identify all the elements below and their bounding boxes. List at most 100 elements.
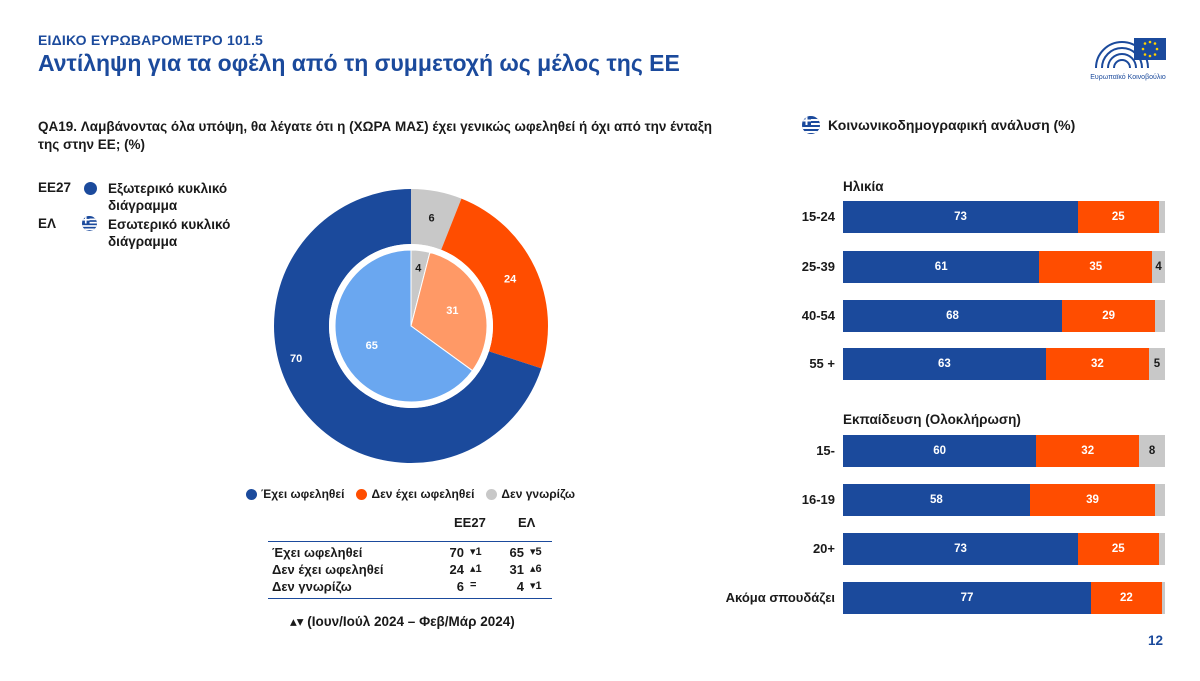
table-row: Έχει ωφεληθεί 70 ▾1 65 ▾5 <box>268 545 558 563</box>
legend-label-benefited: Έχει ωφεληθεί <box>261 487 345 501</box>
bar-segment-benefited: 61 <box>843 251 1040 283</box>
stacked-bar: 73 25 <box>843 533 1165 565</box>
inner-label-not-benefited: 31 <box>446 305 458 317</box>
hemicycle-icon <box>1095 38 1166 69</box>
outer-label-dont-know: 6 <box>428 212 434 224</box>
bar-category-label: 40-54 <box>801 308 835 323</box>
bar-category-label: 16-19 <box>801 492 835 507</box>
bar-segment-benefited: 73 <box>843 533 1079 565</box>
legend-item-not-benefited: Δεν έχει ωφεληθεί <box>356 487 474 501</box>
bar-segment-dont-know <box>1161 582 1165 614</box>
bar-category-label: 15-24 <box>801 209 835 224</box>
legend-code-eu27: ΕΕ27 <box>38 180 72 195</box>
table-row: Δεν γνωρίζω 6 = 4 ▾1 <box>268 579 558 597</box>
bar-segment-not-benefited: 32 <box>1036 435 1140 467</box>
bar-segment-benefited: 68 <box>843 300 1062 332</box>
eu27-value: 6 <box>456 579 464 594</box>
bar-segment-dont-know <box>1158 201 1165 233</box>
bar-segment-benefited: 60 <box>843 435 1037 467</box>
benefited-dot-icon <box>246 488 257 500</box>
eu27-trend: = <box>470 579 477 591</box>
section-title-age: Ηλικία <box>843 179 884 194</box>
bar-segment-dont-know <box>1155 484 1165 516</box>
bar-segment-benefited: 77 <box>843 582 1091 614</box>
stacked-bar: 61 35 4 <box>843 251 1165 283</box>
page-title: Αντίληψη για τα οφέλη από τη συμμετοχή ω… <box>38 50 680 76</box>
bar-segment-dont-know <box>1158 533 1165 565</box>
category-legend: Έχει ωφεληθεί Δεν έχει ωφεληθεί Δεν γνωρ… <box>246 487 575 501</box>
bar-segment-dont-know <box>1155 300 1165 332</box>
summary-table: ΕΕ27 ΕΛ Έχει ωφεληθεί 70 ▾1 65 ▾5 Δεν έχ… <box>268 515 558 605</box>
page-number: 12 <box>1148 633 1164 648</box>
inner-slice-benefited <box>334 249 474 403</box>
eu27-value: 24 <box>449 562 464 577</box>
outer-slice-benefited <box>274 189 542 463</box>
stacked-bar: 77 22 <box>843 582 1165 614</box>
bar-segment-dont-know: 5 <box>1148 348 1165 380</box>
el-value: 65 <box>509 545 524 560</box>
greek-flag-icon <box>802 116 820 134</box>
survey-question: QA19. Λαμβάνοντας όλα υπόψη, θα λέγατε ό… <box>38 119 712 152</box>
bar-segment-not-benefited: 35 <box>1039 251 1153 283</box>
bar-segment-not-benefited: 22 <box>1090 582 1162 614</box>
outer-slice-not-benefited <box>441 198 548 369</box>
bar-segment-benefited: 58 <box>843 484 1030 516</box>
eu27-trend: ▾1 <box>470 546 482 558</box>
not-benefited-dot-icon <box>356 488 368 500</box>
bar-segment-not-benefited: 25 <box>1078 533 1159 565</box>
row-label: Έχει ωφεληθεί <box>272 545 363 560</box>
inner-slice-not-benefited <box>410 251 488 372</box>
table-top-rule <box>268 541 552 542</box>
legend-item-dont-know: Δεν γνωρίζω <box>486 487 575 501</box>
legend-code-el: ΕΛ <box>38 216 57 231</box>
table-row: Δεν έχει ωφεληθεί 24 ▴1 31 ▴6 <box>268 562 558 580</box>
stacked-bar: 68 29 <box>843 300 1165 332</box>
row-label: Δεν έχει ωφεληθεί <box>272 562 384 577</box>
table-bottom-rule <box>268 598 552 599</box>
bar-category-label: Ακόμα σπουδάζει <box>725 590 835 605</box>
legend-text-outer: Εξωτερικό κυκλικό διάγραμμα <box>108 181 228 213</box>
row-label: Δεν γνωρίζω <box>272 579 352 594</box>
el-value: 4 <box>516 579 524 594</box>
trend-note: ▴▾ (Ιουν/Ιούλ 2024 – Φεβ/Μάρ 2024) <box>290 614 515 629</box>
eu-dot-icon <box>84 182 97 195</box>
ring-legend: ΕΕ27 Εξωτερικό κυκλικό διάγραμμα ΕΛ Εσωτ… <box>38 180 258 260</box>
col-header-el: ΕΛ <box>518 515 536 530</box>
bar-segment-not-benefited: 29 <box>1061 300 1156 332</box>
bar-segment-dont-know: 8 <box>1139 435 1165 467</box>
stacked-bar: 63 32 5 <box>843 348 1165 380</box>
socio-title: Κοινωνικοδημογραφική ανάλυση (%) <box>802 116 1075 134</box>
bar-segment-benefited: 73 <box>843 201 1079 233</box>
el-trend: ▾5 <box>530 546 542 558</box>
eu27-trend: ▴1 <box>470 563 482 575</box>
stacked-bar: 73 25 <box>843 201 1165 233</box>
bar-segment-dont-know: 4 <box>1152 251 1165 283</box>
col-header-eu27: ΕΕ27 <box>454 515 486 530</box>
stacked-bar: 60 32 8 <box>843 435 1165 467</box>
legend-label-dont-know: Δεν γνωρίζω <box>501 487 575 501</box>
bar-category-label: 55 + <box>809 356 835 371</box>
inner-label-benefited: 65 <box>366 340 378 352</box>
el-trend: ▾1 <box>530 580 542 592</box>
logo-text: Ευρωπαϊκό Κοινοβούλιο <box>1090 74 1166 81</box>
el-value: 31 <box>509 562 524 577</box>
bar-category-label: 15- <box>816 443 835 458</box>
outer-label-benefited: 70 <box>290 353 302 365</box>
bar-category-label: 25-39 <box>801 259 835 274</box>
legend-label-not-benefited: Δεν έχει ωφεληθεί <box>371 487 475 501</box>
outer-label-not-benefited: 24 <box>504 273 517 285</box>
section-title-education: Εκπαίδευση (Ολοκλήρωση) <box>843 412 1021 427</box>
donut-chart: 6 24 70 4 31 65 <box>274 189 548 463</box>
outer-slice-dont-know <box>411 189 462 250</box>
legend-item-benefited: Έχει ωφεληθεί <box>246 487 344 501</box>
bar-category-label: 20+ <box>812 541 835 556</box>
bar-segment-benefited: 63 <box>843 348 1046 380</box>
dont-know-dot-icon <box>486 488 498 500</box>
bar-segment-not-benefited: 39 <box>1029 484 1156 516</box>
socio-title-text: Κοινωνικοδημογραφική ανάλυση (%) <box>828 117 1076 133</box>
stacked-bar: 58 39 <box>843 484 1165 516</box>
report-kicker: ΕΙΔΙΚΟ ΕΥΡΩΒΑΡΟΜΕΤΡΟ 101.5 <box>38 32 264 48</box>
bar-segment-not-benefited: 25 <box>1078 201 1159 233</box>
bar-segment-not-benefited: 32 <box>1045 348 1149 380</box>
